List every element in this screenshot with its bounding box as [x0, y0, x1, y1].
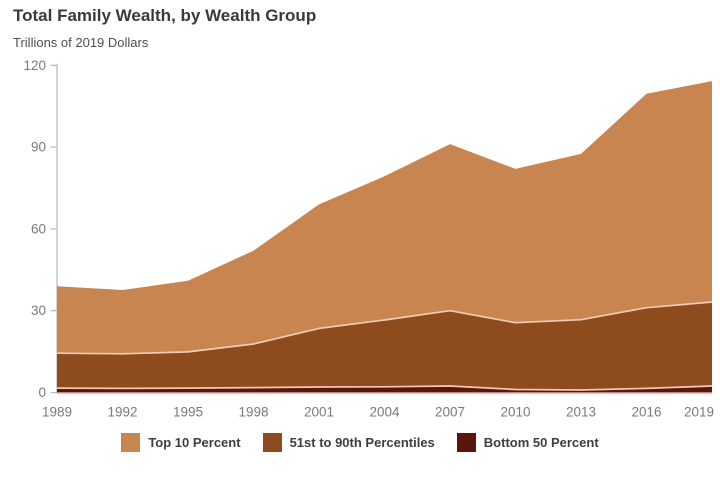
area-series-bottom-50-percent [57, 386, 712, 393]
y-tick-label-90: 90 [31, 140, 46, 155]
x-tick-label-1998: 1998 [238, 405, 268, 420]
y-tick-label-120: 120 [23, 58, 46, 73]
chart-title: Total Family Wealth, by Wealth Group [13, 6, 317, 25]
legend-label-top-10-percent: Top 10 Percent [148, 435, 241, 450]
chart-subtitle: Trillions of 2019 Dollars [13, 35, 149, 50]
legend-swatch-top-10-percent [121, 433, 141, 452]
legend-item-top-10-percent: Top 10 Percent [121, 433, 241, 452]
legend-swatch-51st-to-90th-percentiles [262, 433, 282, 452]
area-series-top-10-percent [57, 81, 712, 354]
y-tick-label-30: 30 [31, 303, 46, 318]
legend-swatch-bottom-50-percent [456, 433, 476, 452]
x-tick-label-1992: 1992 [107, 405, 137, 420]
legend-item-51st-to-90th-percentiles: 51st to 90th Percentiles [262, 433, 435, 452]
x-tick-label-1995: 1995 [173, 405, 203, 420]
series-separator-line-0 [56, 385, 713, 391]
y-tick-label-0: 0 [38, 385, 46, 400]
legend-label-bottom-50-percent: Bottom 50 Percent [483, 435, 599, 450]
x-tick-label-2004: 2004 [369, 405, 400, 420]
legend-label-51st-to-90th-percentiles: 51st to 90th Percentiles [289, 435, 435, 450]
series-separator-line-1 [56, 301, 713, 355]
x-tick-label-2016: 2016 [631, 405, 661, 420]
x-tick-label-2019: 2019 [684, 405, 714, 420]
x-tick-label-2013: 2013 [566, 405, 596, 420]
x-tick-label-2001: 2001 [304, 405, 334, 420]
chart-legend: Top 10 Percent 51st to 90th Percentiles Bo… [0, 433, 720, 452]
legend-item-bottom-50-percent: Bottom 50 Percent [456, 433, 599, 452]
area-series-51st-to-90th-percentiles [57, 302, 712, 390]
x-tick-label-2010: 2010 [500, 405, 530, 420]
y-tick-label-60: 60 [31, 221, 46, 236]
x-tick-label-2007: 2007 [435, 405, 465, 420]
x-tick-label-1989: 1989 [42, 405, 72, 420]
